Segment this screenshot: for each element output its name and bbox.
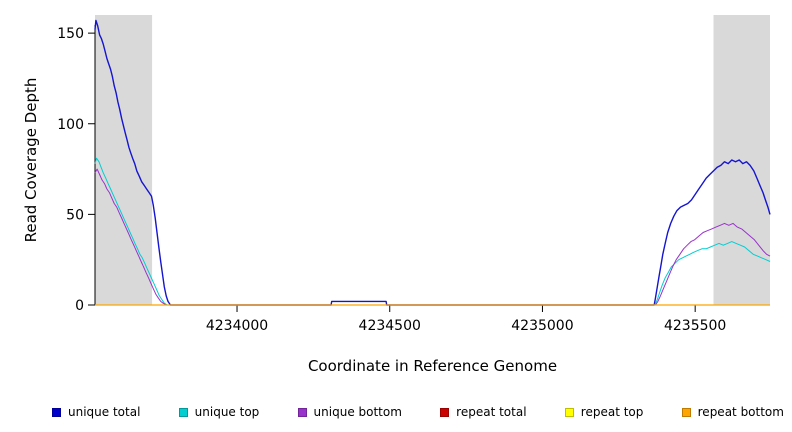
legend-label: repeat total xyxy=(456,405,527,419)
x-tick-label: 4235500 xyxy=(664,318,726,334)
x-tick-label: 4234500 xyxy=(359,318,421,334)
legend-label: repeat bottom xyxy=(697,405,784,419)
legend-item: repeat top xyxy=(564,405,644,419)
legend-swatch-icon xyxy=(681,407,691,417)
x-tick-label: 4234000 xyxy=(206,318,268,334)
series-unique-bottom xyxy=(94,168,771,306)
legend-item: unique total xyxy=(52,405,140,419)
y-tick-label: 0 xyxy=(75,298,84,314)
shaded-region xyxy=(713,15,770,305)
legend: unique total unique top unique bottom repea… xyxy=(52,401,784,423)
legend-item: unique bottom xyxy=(297,405,402,419)
legend-swatch-icon xyxy=(52,407,61,417)
legend-label: repeat top xyxy=(580,405,644,419)
legend-swatch-icon xyxy=(297,407,307,417)
shaded-region xyxy=(95,15,153,305)
legend-swatch-icon xyxy=(178,407,188,417)
y-tick-label: 50 xyxy=(66,207,84,223)
legend-label: unique bottom xyxy=(313,405,402,419)
y-tick-label: 150 xyxy=(57,26,84,42)
plot-svg: 4234000 4234500 4235000 4235500 0 50 100 150 xyxy=(57,15,771,334)
legend-item: repeat total xyxy=(440,405,527,419)
x-tick-label: 4235000 xyxy=(511,318,573,334)
legend-label: unique total xyxy=(68,405,141,419)
legend-swatch-icon xyxy=(564,407,574,417)
series-unique-total xyxy=(94,19,771,306)
series-unique-top xyxy=(94,157,771,306)
legend-item: unique top xyxy=(178,405,260,419)
legend-item: repeat bottom xyxy=(681,405,784,419)
legend-swatch-icon xyxy=(440,407,450,417)
legend-label: unique top xyxy=(194,405,260,419)
x-axis-label: Coordinate in Reference Genome xyxy=(307,357,558,375)
y-tick-label: 100 xyxy=(57,117,84,133)
y-axis-label: Read Coverage Depth xyxy=(22,77,40,243)
